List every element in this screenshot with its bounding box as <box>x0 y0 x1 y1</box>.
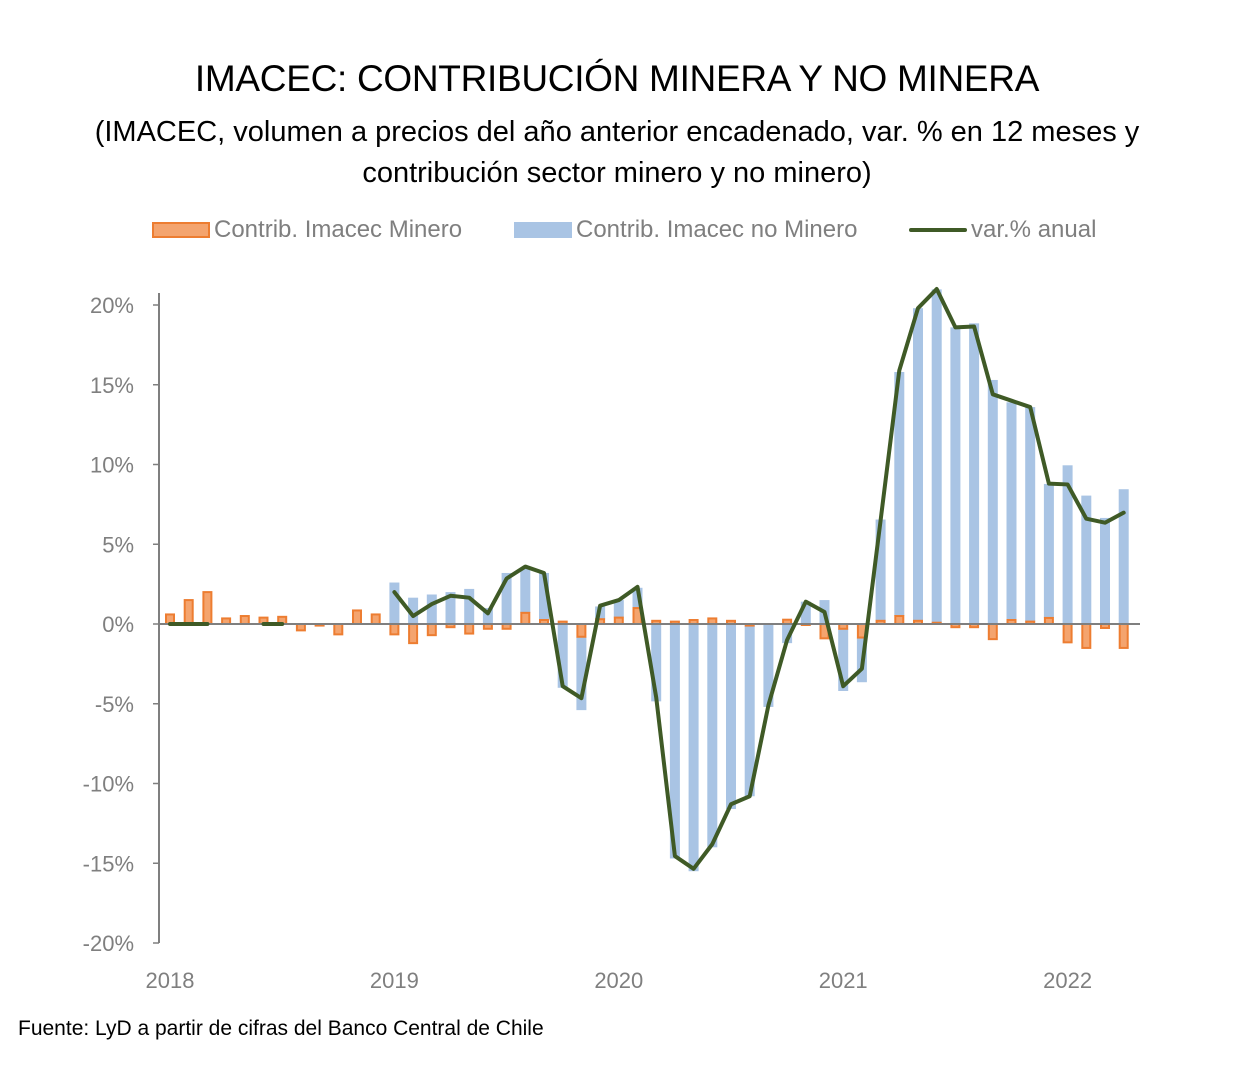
bar-no-minero <box>1025 407 1036 622</box>
bar-no-minero <box>913 308 923 621</box>
y-tick-label: 15% <box>90 373 134 398</box>
legend-label-no-minero: Contrib. Imacec no Minero <box>576 216 858 243</box>
legend-swatch-minero <box>152 222 210 238</box>
bar-no-minero <box>763 624 774 707</box>
bar-no-minero <box>744 625 755 797</box>
source-note: Fuente: LyD a partir de cifras del Banco… <box>18 1017 544 1040</box>
bar-minero <box>333 623 344 636</box>
legend-label-minero: Contrib. Imacec Minero <box>214 216 463 243</box>
bar-no-minero <box>539 572 549 621</box>
bar-minero <box>1118 623 1129 649</box>
bar-no-minero <box>800 601 811 624</box>
x-tick-label: 2022 <box>1043 968 1092 993</box>
y-tick-label: 10% <box>90 453 134 478</box>
bar-minero <box>894 615 905 626</box>
bar-no-minero <box>987 379 998 624</box>
bar-minero <box>352 609 362 626</box>
bar-minero <box>464 623 475 635</box>
legend-item-var: var.% anual <box>909 216 1096 244</box>
x-tick-label: 2019 <box>370 968 419 993</box>
x-tick-labels: 2018 2019 2020 2021 2022 <box>146 968 1093 993</box>
bar-no-minero <box>1118 489 1129 624</box>
y-tick-label: 0% <box>102 612 134 637</box>
bar-no-minero <box>557 624 568 688</box>
bar-no-minero <box>1100 517 1110 624</box>
var-line-layer <box>168 287 1126 871</box>
bar-no-minero <box>1081 495 1092 624</box>
bar-no-minero <box>408 597 419 624</box>
y-tick-label: -5% <box>95 692 134 717</box>
bar-minero <box>576 623 587 638</box>
bar-minero <box>426 623 437 637</box>
y-tick-labels: 20% 15% 10% 5% 0% -5% -10% -15% -20% <box>83 293 134 956</box>
bar-no-minero <box>726 624 736 810</box>
bar-no-minero <box>1043 483 1054 618</box>
chart-subtitle: (IMACEC, volumen a precios del año anter… <box>94 116 1140 189</box>
bar-minero <box>202 591 213 625</box>
y-tick-label: -20% <box>83 931 134 956</box>
y-tick-label: 5% <box>102 532 134 557</box>
x-tick-label: 2021 <box>819 968 868 993</box>
legend-item-minero: Contrib. Imacec Minero <box>152 216 462 244</box>
bar-no-minero <box>782 624 793 644</box>
bar-no-minero <box>613 600 624 618</box>
legend-label-var: var.% anual <box>971 216 1097 243</box>
bar-no-minero <box>464 588 475 624</box>
legend-item-no-minero: Contrib. Imacec no Minero <box>514 216 857 244</box>
bar-no-minero <box>520 568 531 613</box>
bar-no-minero <box>576 636 587 711</box>
axes <box>153 293 1140 944</box>
bar-minero <box>183 599 194 626</box>
x-tick-label: 2020 <box>594 968 643 993</box>
bar-no-minero <box>426 594 437 624</box>
bar-minero <box>239 615 250 626</box>
x-tick-label: 2018 <box>146 968 195 993</box>
bar-minero <box>1081 623 1092 649</box>
bar-minero <box>520 611 531 626</box>
legend-swatch-var <box>909 228 967 232</box>
bar-no-minero <box>688 624 699 872</box>
bar-no-minero <box>651 624 662 702</box>
chart-title: IMACEC: CONTRIBUCIÓN MINERA Y NO MINERA <box>194 58 1040 99</box>
bar-no-minero <box>445 592 456 624</box>
bar-no-minero <box>707 624 718 848</box>
bar-no-minero <box>389 582 400 624</box>
bar-no-minero <box>669 624 680 859</box>
bar-no-minero <box>482 608 493 624</box>
bar-no-minero <box>969 323 980 624</box>
bar-minero <box>1062 623 1073 644</box>
bars-no-minero <box>389 289 1129 872</box>
bar-minero <box>389 623 400 636</box>
bar-no-minero <box>875 519 886 621</box>
bar-minero <box>987 623 998 641</box>
bar-no-minero <box>931 289 942 623</box>
bar-minero <box>370 613 381 625</box>
bar-no-minero <box>894 371 905 617</box>
y-tick-label: -15% <box>83 851 134 876</box>
bar-no-minero <box>501 572 512 624</box>
chart-plot: 20% 15% 10% 5% 0% -5% -10% -15% -20% 2018 2019 202… <box>83 287 1140 993</box>
bar-no-minero <box>838 628 849 691</box>
var-line <box>392 287 1126 871</box>
y-tick-label: -10% <box>83 772 134 797</box>
bar-no-minero <box>1006 402 1017 621</box>
legend: Contrib. Imacec Minero Contrib. Imacec n… <box>0 216 1234 246</box>
y-tick-label: 20% <box>90 293 134 318</box>
bar-no-minero <box>1062 465 1073 624</box>
bar-no-minero <box>950 327 961 624</box>
legend-swatch-no-minero <box>514 222 572 238</box>
bar-minero <box>408 623 419 645</box>
